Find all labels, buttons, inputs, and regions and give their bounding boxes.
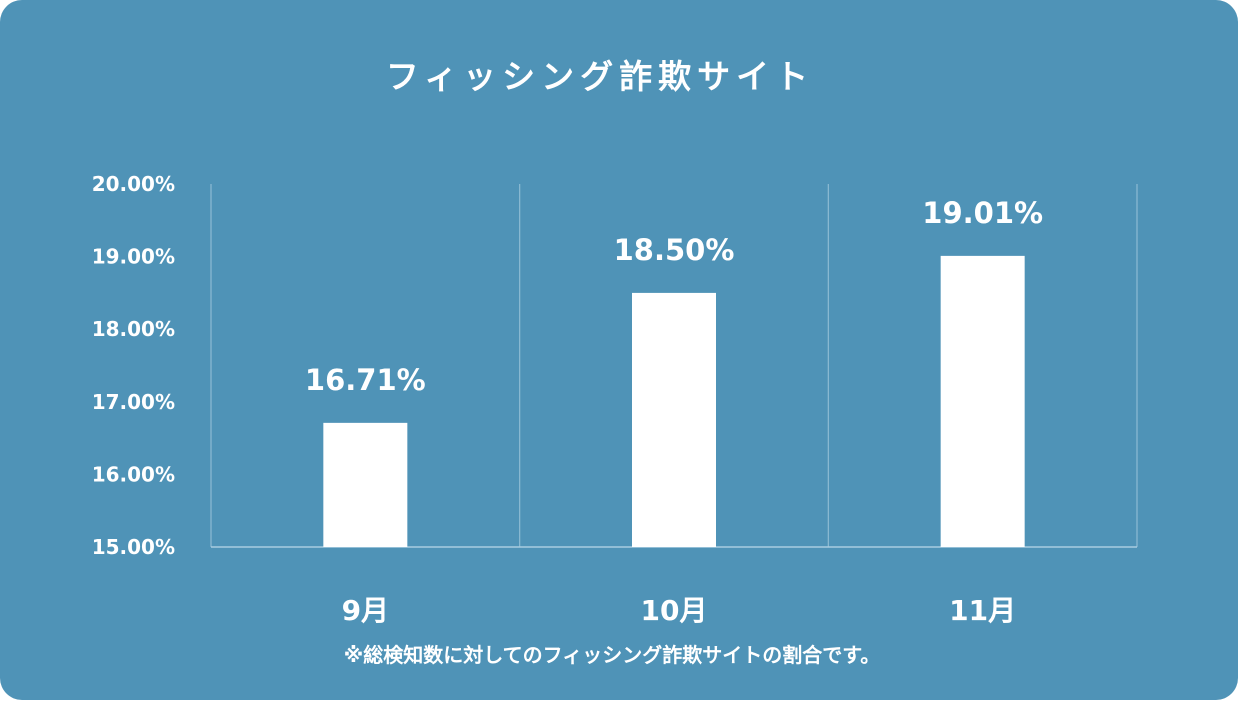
y-axis-ticks: 15.00% 16.00% 17.00% 18.00% 19.00% 20.00% — [92, 172, 175, 559]
x-tick-label: 10月 — [641, 594, 708, 627]
x-tick-label: 9月 — [342, 594, 389, 627]
data-label: 19.01% — [922, 196, 1043, 230]
y-tick-label: 18.00% — [92, 317, 175, 341]
y-tick-label: 19.00% — [92, 245, 175, 269]
chart-title: フィッシング詐欺サイト — [386, 57, 814, 96]
x-axis-ticks: 9月 10月 11月 — [342, 594, 1017, 627]
y-tick-label: 15.00% — [92, 535, 175, 559]
y-tick-label: 17.00% — [92, 390, 175, 414]
bar-1 — [323, 422, 408, 547]
footnote: ※総検知数に対してのフィッシング詐欺サイトの割合です。 — [344, 643, 880, 667]
data-label: 16.71% — [305, 363, 426, 397]
bar-2 — [632, 292, 716, 547]
value-labels: 16.71% 18.50% 19.01% — [305, 196, 1043, 397]
bars — [323, 255, 1025, 547]
x-tick-label: 11月 — [949, 594, 1016, 627]
data-label: 18.50% — [614, 233, 735, 267]
y-tick-label: 16.00% — [92, 462, 175, 486]
bar-3 — [940, 255, 1025, 547]
y-tick-label: 20.00% — [92, 172, 175, 196]
